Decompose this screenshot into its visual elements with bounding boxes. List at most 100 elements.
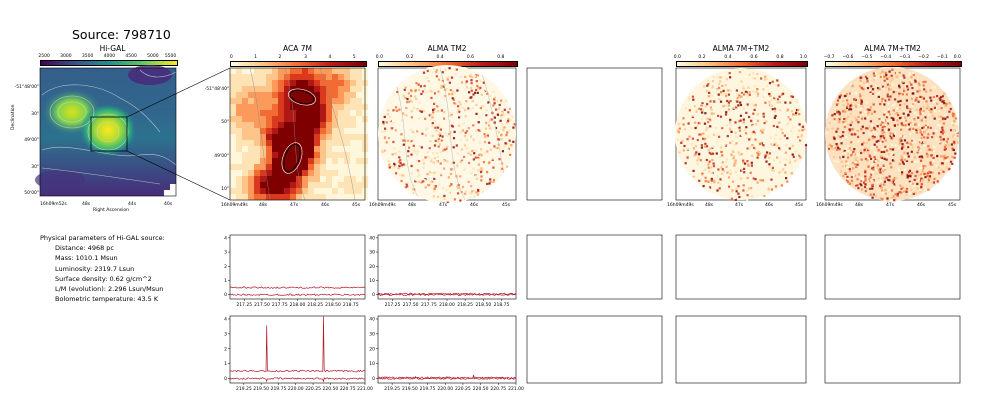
- noise-pixel: [398, 160, 401, 163]
- noise-pixel: [932, 159, 935, 162]
- noise-pixel: [866, 87, 870, 90]
- noise-pixel: [943, 154, 946, 157]
- noise-pixel: [922, 81, 925, 84]
- noise-pixel: [906, 88, 910, 91]
- noise-pixel: [782, 165, 785, 169]
- noise-pixel: [899, 99, 902, 103]
- noise-pixel: [503, 126, 506, 129]
- noise-pixel: [938, 140, 941, 144]
- noise-pixel: [906, 147, 909, 151]
- noise-pixel: [502, 129, 505, 132]
- noise-pixel: [952, 148, 955, 152]
- aca-pixel: [248, 188, 255, 195]
- noise-pixel: [479, 106, 482, 110]
- aca-pixel: [290, 134, 297, 141]
- noise-pixel: [891, 143, 894, 146]
- noise-pixel: [413, 151, 416, 154]
- noise-pixel: [410, 172, 413, 175]
- noise-pixel: [801, 156, 804, 160]
- noise-pixel: [500, 123, 503, 126]
- noise-pixel: [908, 77, 911, 80]
- noise-pixel: [763, 78, 766, 81]
- aca-pixel: [302, 134, 309, 141]
- noise-pixel: [924, 124, 927, 127]
- aca-pixel: [356, 110, 363, 117]
- noise-pixel: [762, 114, 765, 117]
- aca-pixel: [296, 74, 303, 81]
- aca-pixel: [338, 140, 345, 147]
- aca-pixel: [230, 140, 237, 147]
- aca-pixel: [278, 116, 285, 123]
- noise-pixel: [482, 90, 485, 93]
- aca-pixel: [296, 92, 303, 99]
- noise-pixel: [751, 131, 754, 134]
- noise-pixel: [478, 115, 481, 119]
- aca-pixel: [290, 194, 297, 201]
- noise-pixel: [944, 144, 947, 147]
- aca-pixel: [260, 80, 267, 87]
- aca-pixel: [272, 74, 279, 81]
- noise-pixel: [891, 152, 894, 155]
- noise-pixel: [751, 88, 754, 91]
- noise-pixel: [745, 126, 748, 129]
- noise-pixel: [839, 170, 843, 173]
- noise-pixel: [444, 132, 447, 135]
- noise-pixel: [437, 133, 440, 136]
- noise-pixel: [915, 188, 918, 191]
- noise-pixel: [695, 108, 698, 111]
- aca-pixel: [260, 98, 267, 105]
- noise-pixel: [436, 169, 439, 172]
- xtick: 48s: [82, 202, 91, 207]
- noise-pixel: [718, 86, 721, 89]
- noise-pixel: [927, 178, 930, 182]
- aca-pixel: [326, 170, 333, 177]
- noise-pixel: [899, 134, 902, 137]
- noise-pixel: [469, 192, 472, 195]
- noise-pixel: [750, 74, 754, 77]
- ytick-label: 2: [224, 264, 227, 270]
- noise-pixel: [798, 113, 801, 116]
- noise-pixel: [435, 95, 438, 98]
- noise-pixel: [888, 76, 891, 79]
- noise-pixel: [855, 105, 858, 108]
- xtick-label: 218.50: [475, 302, 491, 308]
- noise-pixel: [846, 162, 849, 165]
- noise-pixel: [849, 106, 852, 110]
- aca-pixel: [242, 158, 249, 165]
- noise-pixel: [716, 140, 719, 143]
- noise-pixel: [903, 78, 906, 81]
- noise-pixel: [765, 160, 768, 163]
- noise-pixel: [920, 173, 923, 176]
- noise-pixel: [868, 154, 871, 157]
- aca-pixel: [302, 176, 309, 183]
- noise-pixel: [883, 103, 886, 106]
- noise-pixel: [946, 142, 949, 145]
- noise-pixel: [471, 106, 474, 110]
- noise-pixel: [414, 95, 417, 98]
- noise-pixel: [883, 117, 886, 121]
- noise-pixel: [491, 158, 494, 161]
- noise-pixel: [906, 86, 909, 89]
- noise-pixel: [855, 119, 858, 122]
- noise-pixel: [719, 178, 722, 181]
- aca-pixel: [332, 128, 339, 135]
- aca-pixel: [314, 182, 321, 189]
- noise-pixel: [760, 179, 763, 182]
- xtick: 48s: [259, 203, 268, 208]
- aca-pixel: [314, 116, 321, 123]
- noise-pixel: [471, 174, 474, 177]
- noise-pixel: [796, 152, 799, 155]
- noise-pixel: [753, 132, 756, 135]
- noise-pixel: [705, 145, 709, 148]
- ytick-label: 3: [224, 331, 227, 337]
- noise-pixel: [427, 80, 430, 83]
- noise-pixel: [697, 117, 700, 120]
- noise-pixel: [913, 160, 917, 163]
- noise-pixel: [451, 167, 454, 171]
- noise-pixel: [737, 180, 741, 183]
- cbar-tick: 1.0: [799, 55, 807, 60]
- noise-pixel: [732, 157, 735, 160]
- noise-pixel: [889, 88, 892, 91]
- aca-pixel: [326, 134, 333, 141]
- noise-pixel: [506, 123, 509, 126]
